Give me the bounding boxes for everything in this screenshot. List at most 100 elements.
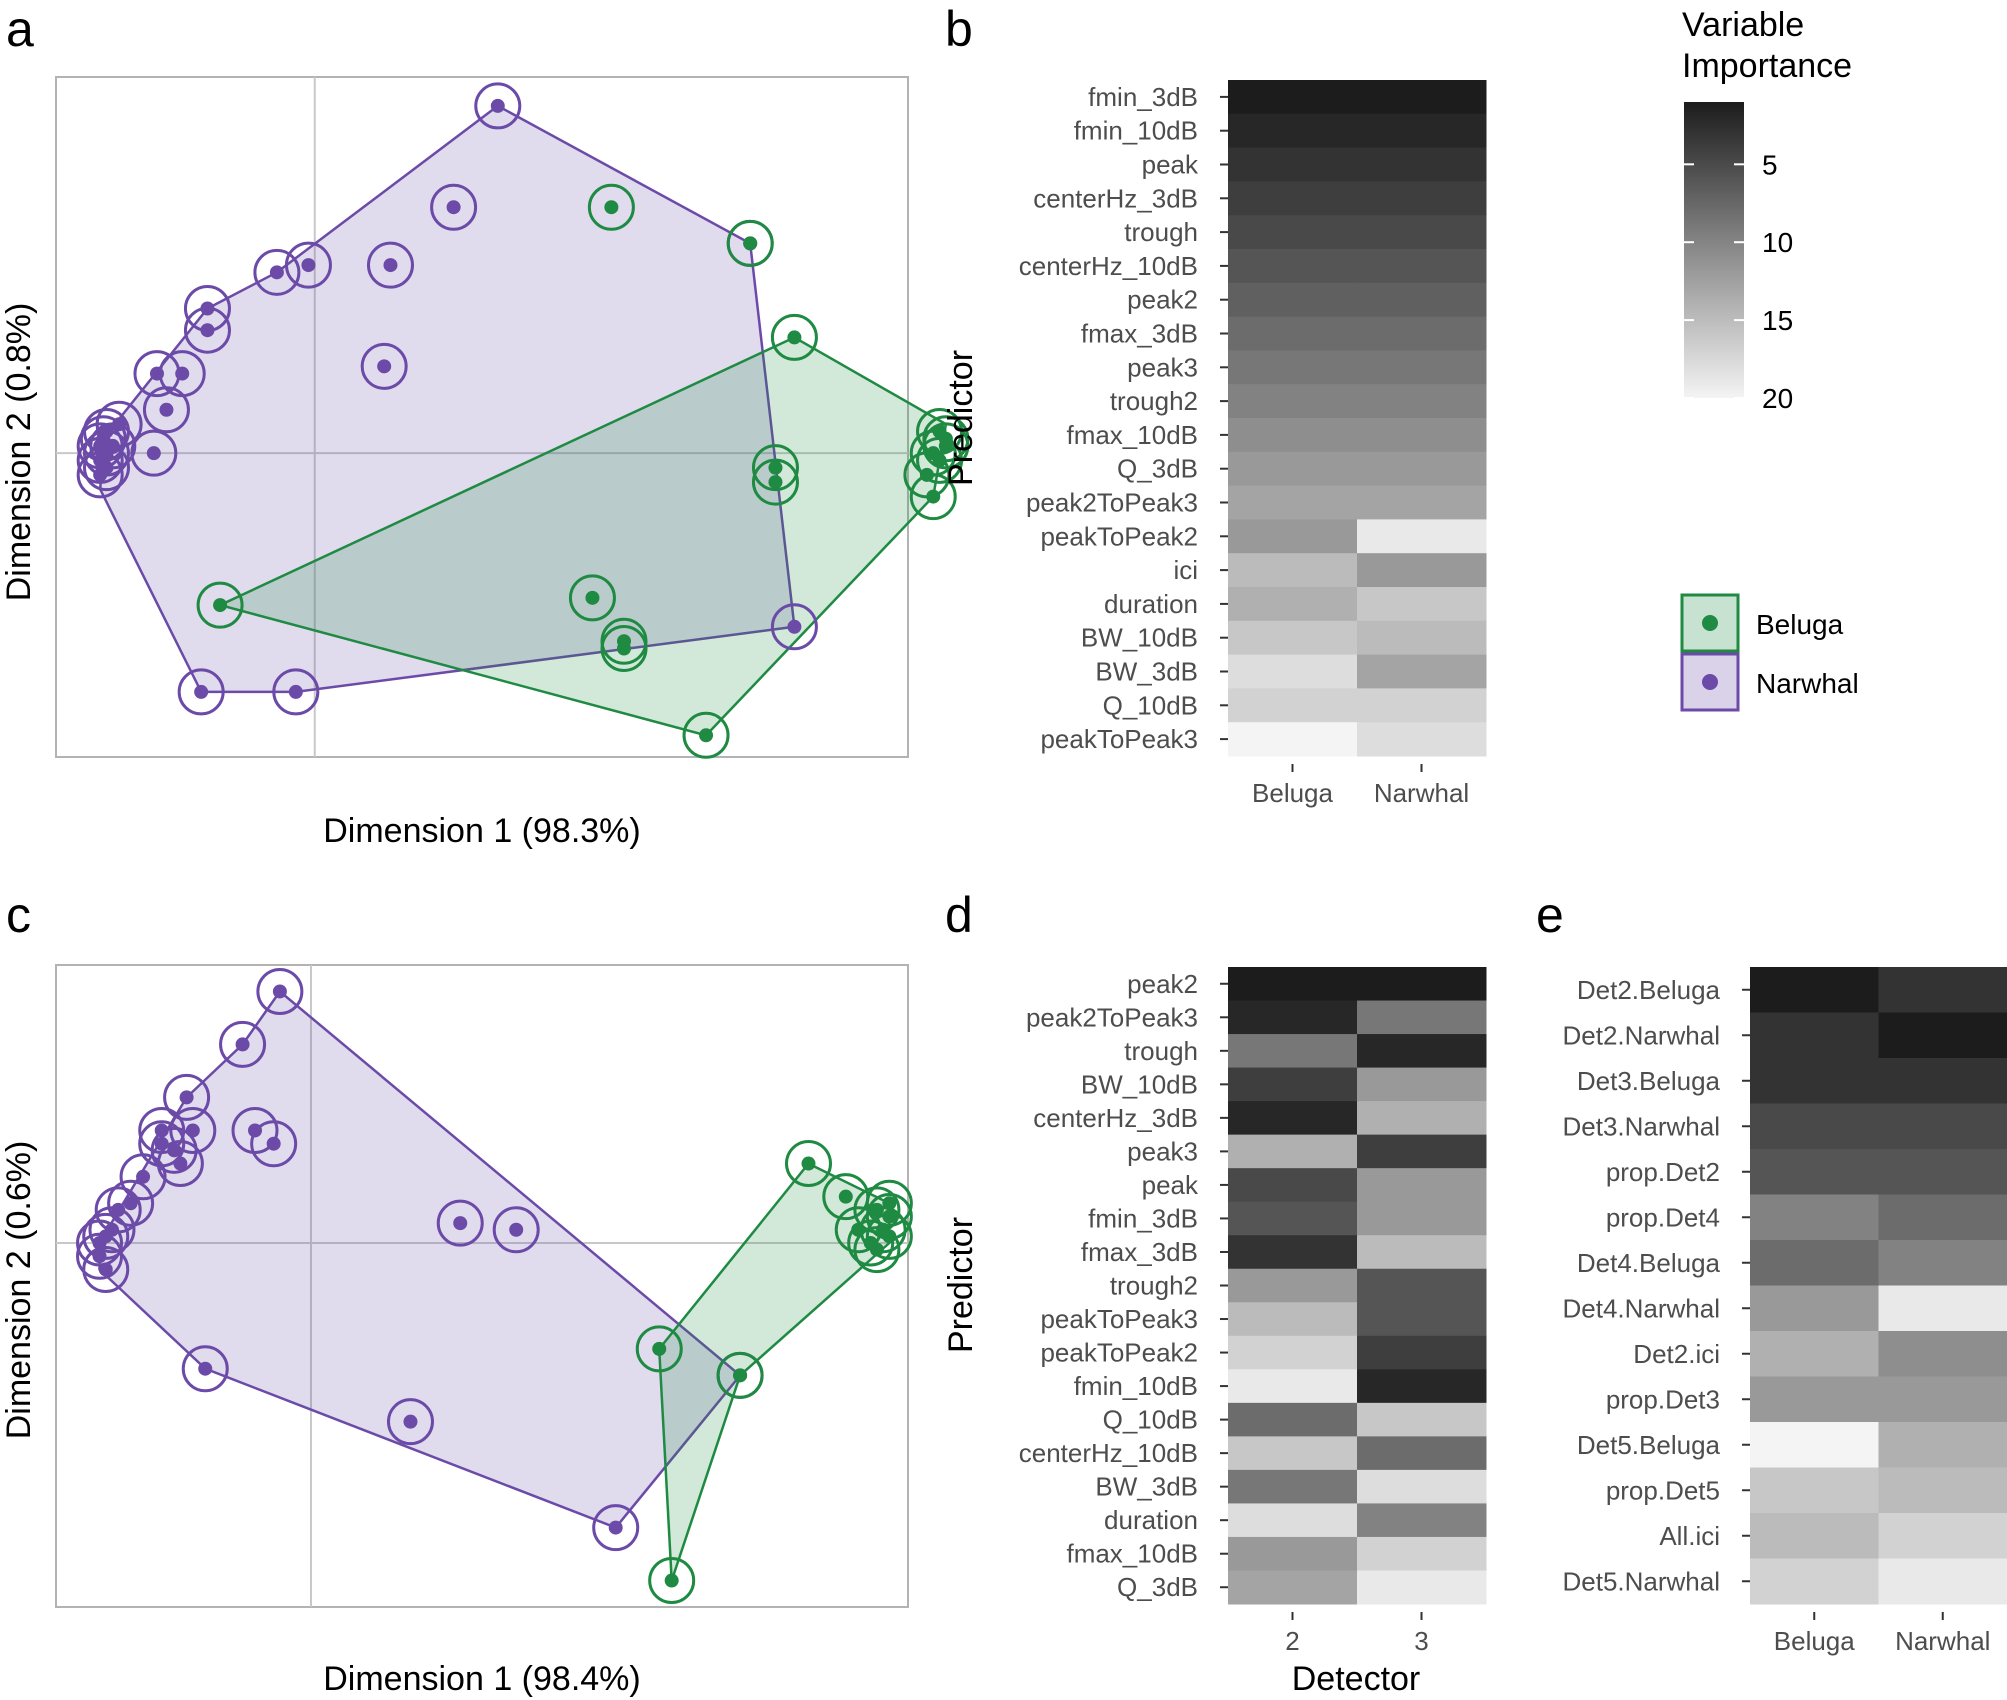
heatmap-e-row-label: prop.Det2 (1606, 1157, 1720, 1187)
heatmap-e-cell-12-0 (1750, 1513, 1879, 1559)
scatter-c-ring-beluga-12 (716, 1351, 764, 1399)
heatmap-b-cell-11-0 (1228, 451, 1358, 487)
panel-letter-a: a (6, 1, 34, 57)
scatter-a-ring-narwhal-22 (770, 603, 818, 651)
heatmap-e-row-label: Det2.ici (1633, 1339, 1720, 1369)
heatmap-e-cell-4-1 (1878, 1149, 2007, 1195)
variable-importance-legend: Variable Importance 5 10 15 20 (1682, 6, 1852, 414)
heatmap-b-row-label: BW_10dB (1081, 623, 1198, 653)
heatmap-b-cell-15-0 (1228, 587, 1358, 622)
heatmap-d-cell-2-0 (1228, 1034, 1358, 1069)
heatmap-b-row-label: peak3 (1127, 352, 1198, 382)
heatmap-b-row-label: trough (1124, 217, 1198, 247)
scatter-c-point-narwhal-13 (179, 1090, 194, 1105)
species-legend: Beluga Narwhal (1680, 593, 1859, 712)
heatmap-e-cell-3-0 (1750, 1103, 1879, 1150)
heatmap-b-cell-4-0 (1228, 215, 1358, 250)
scatter-a-ring-narwhal-14 (183, 284, 231, 332)
scatter-a-ring-narwhal-19 (360, 342, 408, 390)
heatmap-e-cell-8-1 (1878, 1331, 2007, 1377)
heatmap-b-cell-12-1 (1357, 485, 1487, 520)
heatmap-b-col-labels: Beluga Narwhal (1252, 764, 1469, 808)
heatmap-e-row-label: Det5.Beluga (1577, 1430, 1721, 1460)
scatter-c-ring-narwhal-8 (138, 1120, 186, 1168)
heatmap-d-row-label: peakToPeak2 (1040, 1338, 1198, 1368)
scatter-c-point-beluga-9 (851, 1222, 866, 1237)
scatter-a-point-beluga-2 (787, 330, 802, 345)
scatter-a-ring-narwhal-20 (474, 82, 522, 130)
scatter-a-ring-beluga-15 (682, 711, 730, 759)
heatmap-e-cell-5-1 (1878, 1194, 2007, 1241)
scatter-a-ring-narwhal-8 (95, 400, 143, 448)
heatmap-b-cell-18-0 (1228, 688, 1358, 723)
heatmap-e-row-label: Det4.Narwhal (1562, 1293, 1720, 1323)
colorbar-tick-label: 5 (1762, 149, 1778, 180)
heatmap-d-ylabel: Predictor (942, 1217, 980, 1353)
panel-letter-e: e (1536, 887, 1564, 943)
heatmap-d-cell-1-1 (1357, 1000, 1487, 1035)
heatmap-d-cell-15-0 (1228, 1469, 1358, 1504)
scatter-c-ring-narwhal-11 (138, 1106, 186, 1154)
heatmap-e-cell-3-1 (1878, 1103, 2007, 1150)
heatmap-b-cell-0-0 (1228, 80, 1358, 115)
scatter-a-point-narwhal-12 (175, 366, 190, 381)
heatmap-b-row-label: fmax_10dB (1066, 420, 1198, 450)
panel-letter-d: d (945, 887, 973, 943)
scatter-c-xlabel: Dimension 1 (98.4%) (323, 1660, 640, 1698)
scatter-a-ring-beluga-7 (922, 415, 970, 463)
scatter-c-ring-beluga-9 (834, 1206, 882, 1254)
heatmap-e-cell-10-0 (1750, 1422, 1879, 1468)
scatter-a-point-beluga-10 (768, 460, 783, 475)
heatmap-d-row-label: BW_3dB (1095, 1472, 1198, 1502)
heatmap-d-cell-0-1 (1357, 967, 1487, 1002)
scatter-a-point-beluga-16 (213, 598, 228, 613)
heatmap-d-cell-9-1 (1357, 1268, 1487, 1303)
scatter-c-point-narwhal-12 (185, 1123, 200, 1138)
scatter-a-point-narwhal-7 (99, 424, 114, 439)
heatmap-e-row-labels: Det2.Beluga Det2.Narwhal Det3.Beluga Det3.N… (1562, 975, 1750, 1596)
scatter-a-ring-narwhal-18 (430, 183, 478, 231)
heatmap-b-cell-1-1 (1357, 113, 1487, 149)
heatmap-e-cell-7-1 (1878, 1285, 2007, 1332)
scatter-a-point-beluga-9 (926, 489, 941, 504)
scatter-a-ring-narwhal-15 (253, 248, 301, 296)
colorbar-tick-label: 10 (1762, 227, 1793, 258)
scatter-c-point-narwhal-15 (266, 1136, 281, 1151)
heatmap-d-cell-18-1 (1357, 1570, 1487, 1605)
scatter-c-ring-narwhal-15 (250, 1120, 298, 1168)
heatmap-d-row-label: BW_10dB (1081, 1069, 1198, 1099)
heatmap-d-cell-12-1 (1357, 1369, 1487, 1404)
scatter-a-ring-narwhal-24 (177, 668, 225, 716)
scatter-a-panel-border (55, 76, 909, 758)
colorbar-tick-label: 20 (1762, 383, 1793, 414)
heatmap-e-row-label: Det4.Beluga (1577, 1248, 1721, 1278)
scatter-a-point-beluga-1 (743, 236, 758, 251)
heatmap-b-cell-6-0 (1228, 282, 1358, 318)
scatter-c-point-narwhal-20 (198, 1361, 213, 1376)
scatter-a-point-beluga-15 (699, 728, 714, 743)
heatmap-e-cell-6-1 (1878, 1240, 2007, 1286)
scatter-a-point-beluga-0 (604, 200, 619, 215)
heatmap-b-row-label: peakToPeak2 (1040, 521, 1198, 551)
heatmap-d-cell-4-0 (1228, 1101, 1358, 1136)
heatmap-d-cell-2-1 (1357, 1034, 1487, 1069)
scatter-a-point-beluga-14 (617, 641, 631, 656)
heatmap-d-row-label: peakToPeak3 (1040, 1304, 1198, 1334)
scatter-c-ring-narwhal-6 (107, 1179, 155, 1227)
scatter-a-ring-beluga-0 (587, 183, 635, 231)
scatter-a-point-narwhal-16 (301, 258, 316, 273)
scatter-a-ring-narwhal-12 (158, 350, 206, 398)
heatmap-d-cell-1-0 (1228, 1000, 1358, 1035)
heatmap-d-cell-14-1 (1357, 1436, 1487, 1471)
legend-label-narwhal: Narwhal (1756, 668, 1859, 699)
scatter-c-point-narwhal-11 (154, 1123, 169, 1138)
colorbar-tick-label: 15 (1762, 305, 1793, 336)
heatmap-e-row-label: prop.Det3 (1606, 1384, 1720, 1414)
heatmap-d-cell-5-0 (1228, 1134, 1358, 1169)
scatter-a-point-narwhal-23 (288, 684, 303, 699)
heatmap-b-col-label: Beluga (1252, 778, 1333, 808)
heatmap-d-row-label: centerHz_10dB (1019, 1438, 1198, 1468)
heatmap-e-cell-11-0 (1750, 1467, 1879, 1514)
